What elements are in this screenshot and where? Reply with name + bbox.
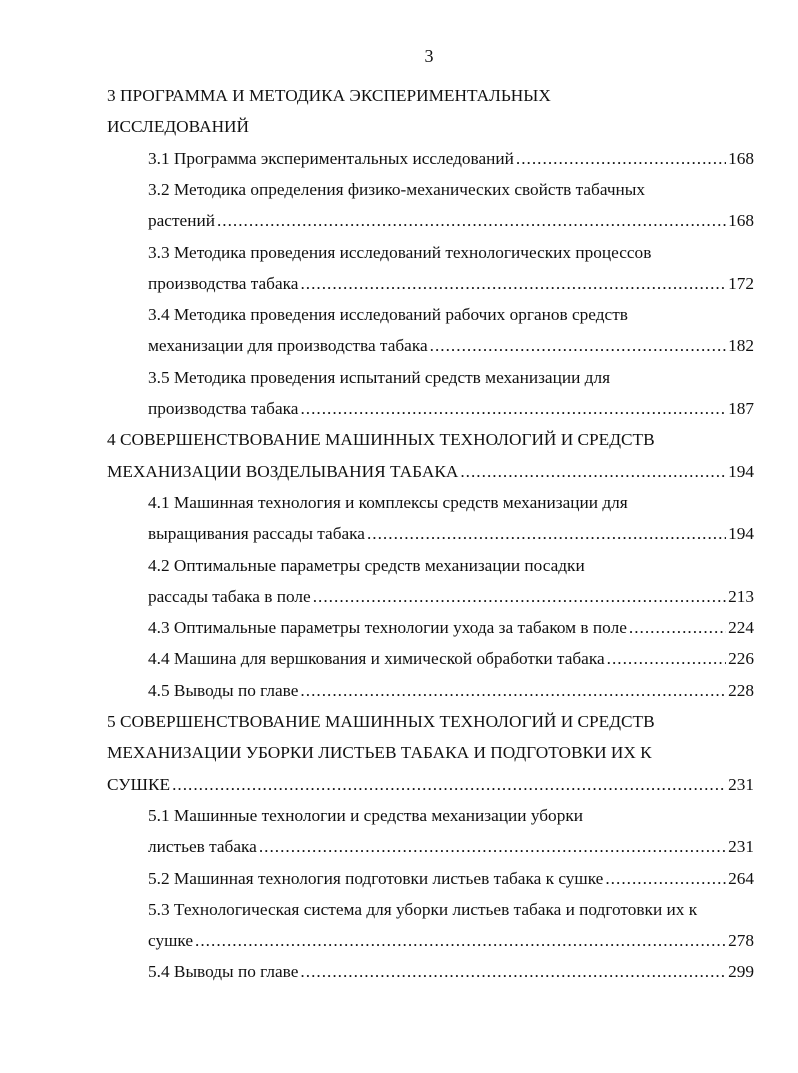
toc-entry-title: МЕХАНИЗАЦИИ ВОЗДЕЛЫВАНИЯ ТАБАКА [107,461,459,481]
toc-line: 4.3 Оптимальные параметры технологии ухо… [148,618,754,646]
toc-line: производства табака 187 [148,399,754,427]
toc-page-number: 187 [728,399,754,418]
toc-entry-title: 4.2 Оптимальные параметры средств механи… [148,555,585,575]
toc-line: 3.2 Методика определения физико-механиче… [148,180,754,208]
dot-leader [605,869,726,889]
toc-entry-title: 3.1 Программа экспериментальных исследов… [148,148,514,168]
toc-entry-title: СУШКЕ [107,774,171,794]
toc-entry-title: 3.3 Методика проведения исследований тех… [148,242,652,262]
toc-page-number: 168 [728,211,754,231]
toc-entry-title: 4.4 Машина для вершкования и химической … [148,649,605,669]
toc-page-number: 231 [728,774,754,794]
toc-entry-title: 5.4 Выводы по главе [148,962,299,982]
toc-line: 3.4 Методика проведения исследований раб… [148,305,754,333]
toc-line: 3 ПРОГРАММА И МЕТОДИКА ЭКСПЕРИМЕНТАЛЬНЫХ [107,86,754,114]
toc-line: СУШКЕ 231 [107,775,754,803]
toc-entry-title: растений [148,211,215,231]
dot-leader [300,681,726,701]
toc-line: механизации для производства табака 182 [148,336,754,364]
toc-page-number: 213 [728,586,754,606]
toc-page-number: 194 [728,524,754,544]
toc-page-number: 264 [728,868,754,888]
toc-page-number: 168 [728,148,754,168]
toc-page-number: 182 [728,336,754,356]
dot-leader [629,618,726,638]
dot-leader [259,837,726,857]
toc-page-number: 231 [728,837,754,857]
toc-entry-title: МЕХАНИЗАЦИИ УБОРКИ ЛИСТЬЕВ ТАБАКА И ПОДГ… [107,743,652,763]
toc-line: растений 168 [148,211,754,239]
toc-entry-title: производства табака [148,399,299,418]
toc-entry-title: 5.3 Технологическая система для уборки л… [148,899,698,919]
dot-leader [460,462,726,482]
toc-page-number: 172 [728,273,754,293]
toc-entry-title: сушке [148,931,194,951]
toc-line: 4 СОВЕРШЕНСТВОВАНИЕ МАШИННЫХ ТЕХНОЛОГИЙ … [107,430,754,458]
toc-entry-title: 5.2 Машинная технология подготовки листь… [148,868,604,888]
toc-entry-title: 4 СОВЕРШЕНСТВОВАНИЕ МАШИННЫХ ТЕХНОЛОГИЙ … [107,430,655,450]
toc-page-number: 228 [728,680,754,700]
toc-line: 4.1 Машинная технология и комплексы сред… [148,493,754,521]
toc-entry-title: листьев табака [148,837,257,857]
toc-page-number: 226 [728,649,754,669]
toc-entry-title: рассады табака в поле [148,586,311,606]
toc-line: производства табака 172 [148,274,754,302]
toc-entry-title: 5.1 Машинные технологии и средства механ… [148,805,583,825]
dot-leader [195,931,726,951]
toc-entry-title: 4.5 Выводы по главе [148,680,299,700]
toc-entry-title: 3.2 Методика определения физико-механиче… [148,179,646,199]
toc-page-number: 299 [728,962,754,982]
dot-leader [300,399,726,419]
toc-line: выращивания рассады табака 194 [148,524,754,552]
dot-leader [300,274,726,294]
toc-entry-title: 5 СОВЕРШЕНСТВОВАНИЕ МАШИННЫХ ТЕХНОЛОГИЙ … [107,712,655,731]
toc-page-number: 278 [728,931,754,951]
toc-line: 5.3 Технологическая система для уборки л… [148,900,754,928]
toc-line: МЕХАНИЗАЦИИ УБОРКИ ЛИСТЬЕВ ТАБАКА И ПОДГ… [107,743,754,771]
toc-entry-title: 3.5 Методика проведения испытаний средст… [148,367,611,387]
dot-leader [300,962,726,982]
toc-line: 5.2 Машинная технология подготовки листь… [148,869,754,897]
toc-line: 5.1 Машинные технологии и средства механ… [148,806,754,834]
page-number: 3 [424,46,434,66]
toc-line: ИССЛЕДОВАНИЙ [107,117,754,145]
toc-entry-title: механизации для производства табака [148,336,428,356]
toc-line: 3.5 Методика проведения испытаний средст… [148,368,754,396]
toc-line: 3.1 Программа экспериментальных исследов… [148,149,754,177]
toc-page-number: 224 [728,618,754,638]
toc-line: 4.5 Выводы по главе 228 [148,681,754,709]
toc-entry-title: 3 ПРОГРАММА И МЕТОДИКА ЭКСПЕРИМЕНТАЛЬНЫХ [107,86,551,105]
toc-line: 4.2 Оптимальные параметры средств механи… [148,556,754,584]
toc-entry-title: ИССЛЕДОВАНИЙ [107,117,250,137]
toc-line: сушке 278 [148,931,754,959]
toc-entry-title: 4.1 Машинная технология и комплексы сред… [148,492,628,512]
dot-leader [607,649,726,669]
dot-leader [430,336,726,356]
toc-line: 5.4 Выводы по главе 299 [148,962,754,990]
toc-entry-title: 3.4 Методика проведения исследований раб… [148,305,628,325]
toc-line: 3.3 Методика проведения исследований тех… [148,243,754,271]
toc-line: 4.4 Машина для вершкования и химической … [148,649,754,677]
toc-line: рассады табака в поле 213 [148,587,754,615]
dot-leader [516,149,726,169]
toc-line: МЕХАНИЗАЦИИ ВОЗДЕЛЫВАНИЯ ТАБАКА 194 [107,462,754,490]
dot-leader [367,524,726,544]
dot-leader [172,775,726,795]
toc-entry-title: 4.3 Оптимальные параметры технологии ухо… [148,618,627,638]
toc-page-number: 194 [728,461,754,481]
toc-line: 5 СОВЕРШЕНСТВОВАНИЕ МАШИННЫХ ТЕХНОЛОГИЙ … [107,712,754,740]
toc-line: листьев табака 231 [148,837,754,865]
dot-leader [313,587,726,607]
dot-leader [217,211,726,231]
toc-entry-title: выращивания рассады табака [148,524,365,544]
toc-entry-title: производства табака [148,273,299,293]
